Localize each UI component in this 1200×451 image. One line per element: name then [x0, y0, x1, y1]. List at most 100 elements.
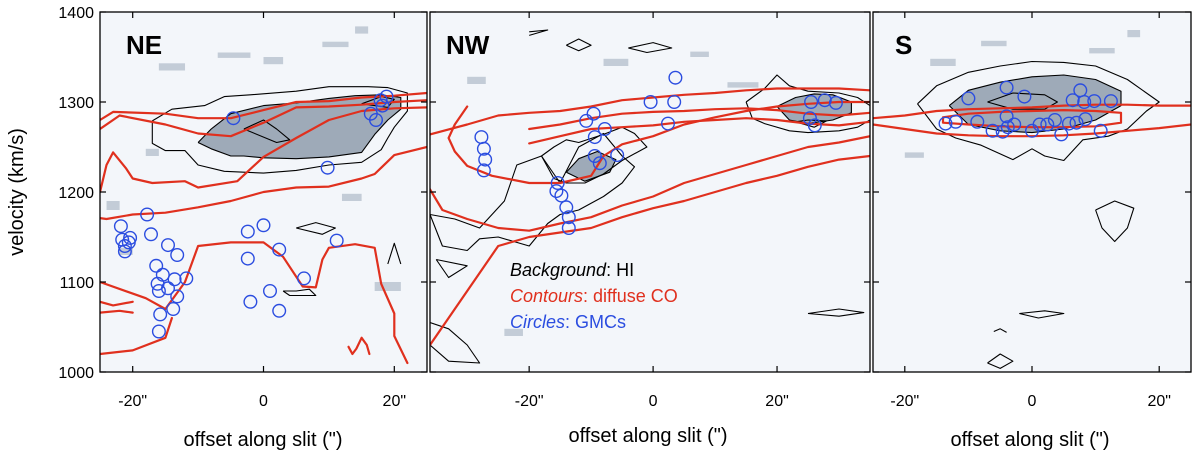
gmc-circle — [661, 116, 676, 131]
gmc-circle — [970, 114, 985, 129]
hi-background — [430, 12, 870, 372]
co-contour — [528, 107, 870, 131]
gmc-circle — [297, 271, 312, 286]
hi-patch — [603, 58, 629, 66]
gmc-circle — [948, 114, 963, 129]
hi-contour — [435, 258, 468, 279]
gmc-circle — [999, 109, 1014, 124]
x-tick-label: -20" — [515, 393, 544, 410]
gmc-circle — [167, 272, 182, 287]
gmc-circle — [151, 284, 166, 299]
hi-contour — [296, 222, 336, 235]
hi-contour — [987, 92, 1058, 110]
legend-gmc-key: Circles — [510, 312, 565, 332]
hi-patch — [904, 152, 924, 158]
panel-s: -20" 0 20" S offset along slit (") — [872, 11, 1192, 451]
gmc-circle — [804, 94, 819, 109]
x-tick-label: 20" — [765, 393, 788, 410]
gmc-circle — [985, 123, 1000, 138]
y-tick-label: 1200 — [58, 185, 94, 202]
hi-contour — [566, 38, 592, 52]
gmc-circle — [369, 112, 384, 127]
gmc-circle — [1000, 120, 1015, 135]
hi-contour — [197, 94, 402, 160]
gmc-circle — [151, 324, 166, 339]
x-tick-label: 0 — [259, 393, 268, 410]
gmc-circle — [240, 251, 255, 266]
gmc-circle — [561, 210, 576, 225]
hi-contour — [529, 29, 549, 36]
hi-patch — [981, 40, 1007, 47]
y-axis-title: velocity (km/s) — [6, 128, 28, 256]
hi-patch — [1127, 30, 1141, 38]
legend-gmc-value: : GMCs — [565, 312, 626, 332]
hi-patch — [690, 51, 709, 57]
x-axis-title: offset along slit (") — [568, 425, 727, 447]
co-contour — [100, 300, 134, 307]
gmc-circle — [999, 80, 1014, 95]
hi-patch — [504, 328, 523, 336]
gmc-circle — [113, 219, 128, 234]
co-contour — [347, 336, 371, 356]
gmc-circle — [667, 94, 682, 109]
gmc-circle — [1087, 94, 1102, 109]
gmc-circle — [549, 184, 564, 199]
gmc-circle — [1017, 89, 1032, 104]
gmc-circle — [587, 148, 602, 163]
gmc-circle — [961, 91, 976, 106]
gmc-circle — [379, 89, 394, 104]
hi-emission-fill — [198, 94, 401, 159]
gmc-circle — [476, 163, 491, 178]
y-tick-label: 1000 — [58, 365, 94, 382]
gmc-circle — [802, 111, 817, 126]
gmc-circle — [153, 307, 168, 322]
gmc-circle — [668, 70, 683, 85]
legend-co: Contours: diffuse CO — [510, 286, 678, 306]
legend-gmc: Circles: GMCs — [510, 312, 626, 332]
gmc-circle — [117, 238, 132, 253]
gmc-circle — [143, 227, 158, 242]
gmc-circle — [256, 218, 271, 233]
gmc-circle — [586, 106, 601, 121]
legend-hi-key: Background — [510, 260, 607, 280]
hi-patch — [1089, 48, 1115, 54]
panel-label: NW — [446, 30, 490, 60]
gmc-circle — [828, 95, 843, 110]
hi-patch — [145, 148, 159, 156]
gmc-circle — [263, 284, 278, 299]
panel-ne: -20" 0 20" NE offset along slit (") — [99, 11, 428, 451]
co-contour — [100, 106, 427, 194]
hi-contour — [628, 42, 673, 54]
gmc-circle — [1103, 94, 1118, 109]
gmc-circle — [272, 303, 287, 318]
gmc-circle — [117, 244, 132, 259]
co-contour — [873, 123, 1191, 138]
hi-patch — [374, 282, 401, 291]
gmc-circle — [179, 271, 194, 286]
gmc-circle — [807, 118, 822, 133]
y-tick-label: 1400 — [58, 5, 94, 22]
gmc-circle — [160, 238, 175, 253]
panel-label: NE — [126, 30, 162, 60]
hi-contour — [807, 308, 865, 317]
gmc-circle — [995, 124, 1010, 139]
gmc-circle — [1069, 115, 1084, 130]
y-tick-label: 1300 — [58, 95, 94, 112]
gmc-circle — [243, 294, 258, 309]
co-contour — [430, 154, 870, 347]
panel-nw: -20" 0 20" NW offset along slit (") Backgr… — [429, 11, 871, 447]
gmc-circle — [272, 242, 287, 257]
gmc-circle — [149, 258, 164, 273]
x-tick-label: -20" — [118, 393, 147, 410]
hi-patch — [263, 57, 284, 65]
x-axis-title: offset along slit (") — [183, 429, 342, 451]
x-tick-label: 20" — [1147, 393, 1170, 410]
x-tick-label: 20" — [383, 393, 406, 410]
gmc-circle — [1061, 116, 1076, 131]
gmc-circle — [554, 188, 569, 203]
legend: Background: HI Contours: diffuse CO Circ… — [510, 260, 678, 332]
gmc-circle — [123, 230, 138, 245]
gmc-circle — [240, 224, 255, 239]
hi-contour — [387, 242, 402, 265]
co-contour — [100, 309, 134, 314]
